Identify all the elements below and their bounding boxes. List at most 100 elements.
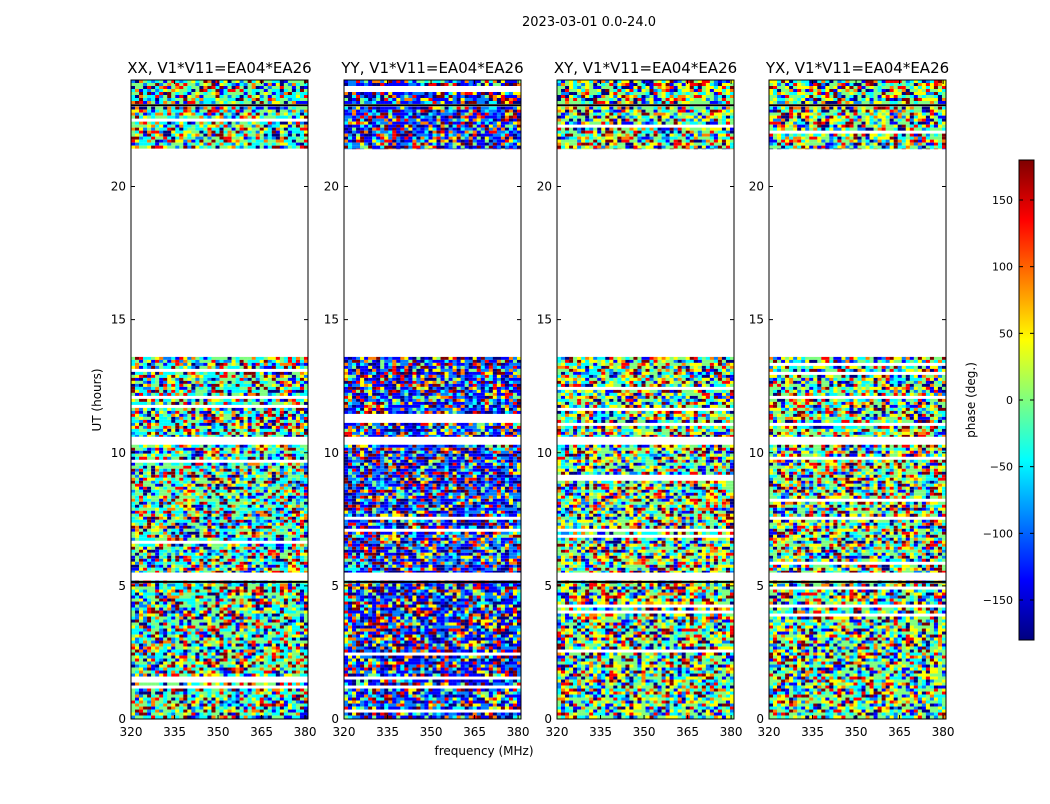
phase-cell	[287, 561, 293, 565]
phase-cell	[283, 640, 289, 644]
phase-cell	[151, 374, 156, 378]
phase-cell	[255, 450, 260, 454]
phase-cell	[159, 658, 164, 662]
phase-cell	[251, 613, 256, 617]
phase-cell	[303, 483, 308, 487]
phase-cell	[243, 434, 248, 437]
phase-cell	[219, 552, 224, 556]
phase-cell	[207, 528, 212, 532]
phase-cell	[235, 359, 240, 363]
phase-cell	[275, 649, 281, 653]
phase-cell	[215, 525, 220, 529]
phase-cell	[259, 616, 264, 620]
phase-cell	[139, 431, 144, 435]
phase-cell	[235, 652, 240, 656]
phase-cell	[211, 567, 216, 571]
phase-cell	[151, 706, 156, 710]
phase-cell	[243, 480, 248, 484]
phase-cell	[207, 106, 212, 110]
phase-cell	[299, 601, 305, 605]
phase-cell	[167, 489, 172, 493]
phase-cell	[215, 558, 220, 562]
phase-cell	[247, 537, 252, 541]
phase-cell	[247, 670, 252, 674]
phase-cell	[255, 465, 260, 469]
phase-cell	[167, 622, 172, 626]
phase-cell	[191, 392, 196, 396]
phase-cell	[251, 673, 256, 677]
phase-cell	[279, 610, 285, 614]
phase-cell	[135, 658, 140, 662]
phase-cell	[151, 537, 156, 541]
phase-cell	[287, 709, 293, 713]
phase-cell	[267, 425, 272, 429]
phase-cell	[155, 628, 160, 632]
phase-cell	[183, 365, 188, 369]
phase-cell	[239, 537, 244, 541]
phase-cell	[243, 567, 248, 571]
phase-cell	[167, 531, 172, 535]
phase-cell	[159, 462, 164, 466]
phase-cell	[183, 567, 188, 571]
phase-cell	[203, 564, 208, 568]
phase-cell	[211, 552, 216, 556]
phase-cell	[195, 567, 200, 571]
phase-cell	[139, 616, 144, 620]
phase-cell	[131, 646, 136, 650]
phase-cell	[295, 431, 301, 435]
phase-cell	[291, 604, 297, 608]
phase-cell	[251, 592, 256, 596]
phase-cell	[267, 456, 272, 460]
phase-cell	[219, 501, 224, 505]
phase-cell	[199, 525, 204, 529]
phase-cell	[203, 450, 208, 454]
phase-cell	[147, 643, 152, 647]
phase-cell	[219, 425, 224, 429]
phase-cell	[151, 561, 156, 565]
phase-cell	[283, 486, 289, 490]
phase-cell	[207, 531, 212, 535]
phase-cell	[139, 106, 144, 110]
phase-cell	[251, 507, 256, 511]
phase-cell	[151, 462, 156, 466]
phase-cell	[199, 613, 204, 617]
phase-cell	[227, 595, 232, 599]
phase-cell	[131, 586, 136, 590]
phase-cell	[287, 365, 293, 369]
phase-cell	[227, 389, 232, 393]
phase-cell	[179, 462, 184, 466]
phase-cell	[135, 450, 140, 454]
phase-cell	[227, 434, 232, 437]
phase-cell	[279, 392, 285, 396]
phase-cell	[239, 474, 244, 478]
phase-cell	[251, 607, 256, 611]
phase-cell	[191, 531, 196, 535]
phase-cell	[303, 706, 308, 710]
phase-cell	[143, 715, 148, 719]
phase-cell	[203, 522, 208, 526]
phase-cell	[251, 643, 256, 647]
phase-cell	[239, 525, 244, 529]
phase-cell	[155, 365, 160, 369]
phase-cell	[139, 652, 144, 656]
phase-cell	[151, 567, 156, 571]
phase-cell	[259, 640, 264, 644]
phase-cell	[299, 616, 305, 620]
phase-cell	[295, 715, 301, 719]
phase-cell	[167, 616, 172, 620]
phase-cell	[203, 513, 208, 517]
phase-cell	[263, 501, 268, 505]
phase-cell	[147, 543, 152, 547]
phase-cell	[143, 477, 148, 481]
phase-cell	[259, 694, 264, 698]
phase-cell	[203, 504, 208, 508]
phase-cell	[279, 688, 285, 692]
phase-cell	[183, 525, 188, 529]
phase-cell	[187, 604, 192, 608]
phase-cell	[255, 601, 260, 605]
phase-cell	[271, 601, 277, 605]
phase-cell	[299, 471, 305, 475]
phase-cell	[275, 655, 281, 659]
phase-cell	[271, 483, 277, 487]
